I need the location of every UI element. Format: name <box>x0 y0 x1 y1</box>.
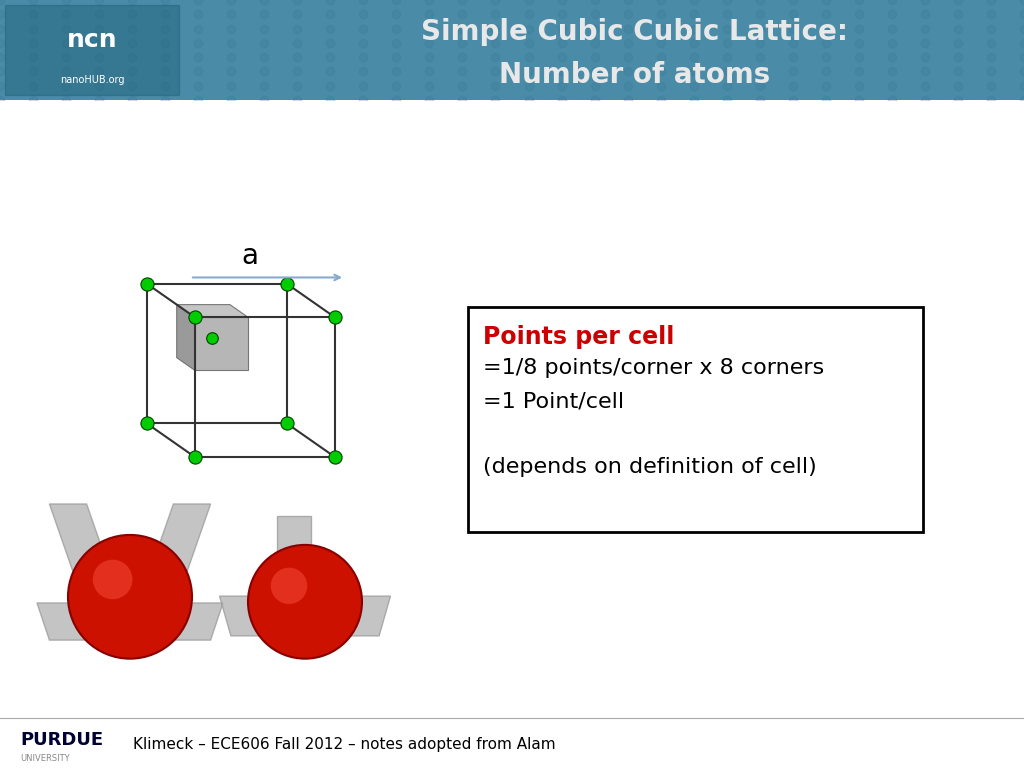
Polygon shape <box>37 603 223 640</box>
Point <box>138 417 155 429</box>
Text: Simple Cubic Cubic Lattice:: Simple Cubic Cubic Lattice: <box>422 18 848 46</box>
Point <box>279 417 295 429</box>
Polygon shape <box>219 596 390 636</box>
Text: Klimeck – ECE606 Fall 2012 – notes adopted from Alam: Klimeck – ECE606 Fall 2012 – notes adopt… <box>133 737 556 752</box>
Circle shape <box>270 568 307 604</box>
Circle shape <box>248 545 362 659</box>
Text: ncn: ncn <box>67 28 118 52</box>
Polygon shape <box>124 504 211 647</box>
Point <box>279 277 295 290</box>
Polygon shape <box>195 317 248 370</box>
FancyBboxPatch shape <box>468 307 923 532</box>
Text: a: a <box>242 241 258 270</box>
Text: nanoHUB.org: nanoHUB.org <box>60 74 124 85</box>
Circle shape <box>68 535 193 659</box>
Text: Number of atoms: Number of atoms <box>500 61 770 89</box>
Text: (depends on definition of cell): (depends on definition of cell) <box>483 457 817 477</box>
Circle shape <box>93 560 132 599</box>
Point <box>327 311 343 323</box>
Point <box>138 277 155 290</box>
Bar <box>5 5 179 95</box>
Polygon shape <box>49 504 136 647</box>
Point <box>327 451 343 463</box>
Text: =1/8 points/corner x 8 corners: =1/8 points/corner x 8 corners <box>483 359 824 379</box>
Text: Points per cell: Points per cell <box>483 326 675 349</box>
Text: PURDUE: PURDUE <box>20 731 103 750</box>
Point <box>204 331 220 343</box>
Polygon shape <box>177 305 248 317</box>
Point <box>186 311 203 323</box>
Polygon shape <box>177 305 195 370</box>
Point <box>186 451 203 463</box>
Text: UNIVERSITY: UNIVERSITY <box>20 754 70 763</box>
Polygon shape <box>276 516 310 647</box>
Text: =1 Point/cell: =1 Point/cell <box>483 391 624 411</box>
